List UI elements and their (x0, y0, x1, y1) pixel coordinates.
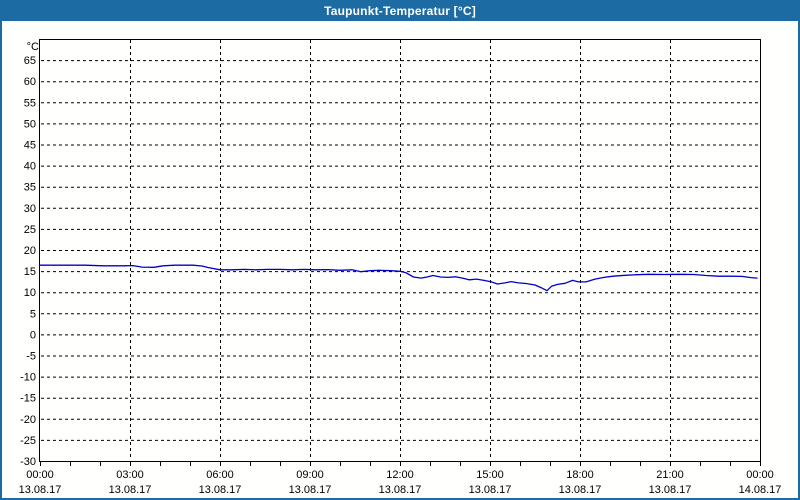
x-tick-date-label: 13.08.17 (649, 484, 692, 496)
y-tick-label: 10 (24, 287, 36, 299)
y-tick-label: 35 (24, 182, 36, 194)
x-tick-time-label: 00:00 (26, 469, 54, 481)
y-tick-label: 55 (24, 97, 36, 109)
y-axis-unit-label: °C (27, 41, 39, 53)
x-tick-date-label: 13.08.17 (109, 484, 152, 496)
y-tick-label: -15 (20, 393, 36, 405)
y-tick-label: -20 (20, 414, 36, 426)
x-tick-time-label: 03:00 (116, 469, 144, 481)
y-tick-label: 25 (24, 224, 36, 236)
y-tick-label: 15 (24, 266, 36, 278)
x-tick-date-label: 13.08.17 (289, 484, 332, 496)
y-tick-label: 0 (30, 329, 36, 341)
x-tick-date-label: 13.08.17 (559, 484, 602, 496)
x-tick-date-label: 13.08.17 (379, 484, 422, 496)
y-tick-label: 30 (24, 203, 36, 215)
y-tick-label: 45 (24, 140, 36, 152)
x-tick-time-label: 06:00 (206, 469, 234, 481)
y-tick-label: 60 (24, 76, 36, 88)
y-tick-label: 5 (30, 308, 36, 320)
y-tick-label: -25 (20, 435, 36, 447)
x-tick-time-label: 15:00 (476, 469, 504, 481)
y-tick-label: 50 (24, 118, 36, 130)
x-tick-time-label: 18:00 (566, 469, 594, 481)
y-tick-label: 40 (24, 161, 36, 173)
title-bar: Taupunkt-Temperatur [°C] (2, 2, 798, 21)
x-tick-time-label: 12:00 (386, 469, 414, 481)
chart-area: °C 65 60 55 50 45 40 35 30 25 20 15 10 5 0 -5 -10 -15 -20-… (2, 21, 798, 498)
plot-canvas: °C65605550454035302520151050-5-10-15-20-… (19, 39, 782, 496)
x-tick-time-label: 09:00 (296, 469, 324, 481)
y-tick-label: 65 (24, 55, 36, 67)
data-line (39, 264, 758, 292)
y-tick-label: -5 (26, 351, 36, 363)
x-tick-date-label: 13.08.17 (19, 484, 62, 496)
x-tick-date-label: 14.08.17 (739, 484, 782, 496)
y-tick-label: -10 (20, 372, 36, 384)
x-tick-date-label: 13.08.17 (469, 484, 512, 496)
x-tick-date-label: 13.08.17 (199, 484, 242, 496)
chart-title: Taupunkt-Temperatur [°C] (324, 4, 476, 18)
y-tick-label: 20 (24, 245, 36, 257)
x-tick-time-label: 21:00 (656, 469, 684, 481)
x-tick-time-label: 00:00 (746, 469, 774, 481)
y-tick-label: -30 (20, 456, 36, 468)
